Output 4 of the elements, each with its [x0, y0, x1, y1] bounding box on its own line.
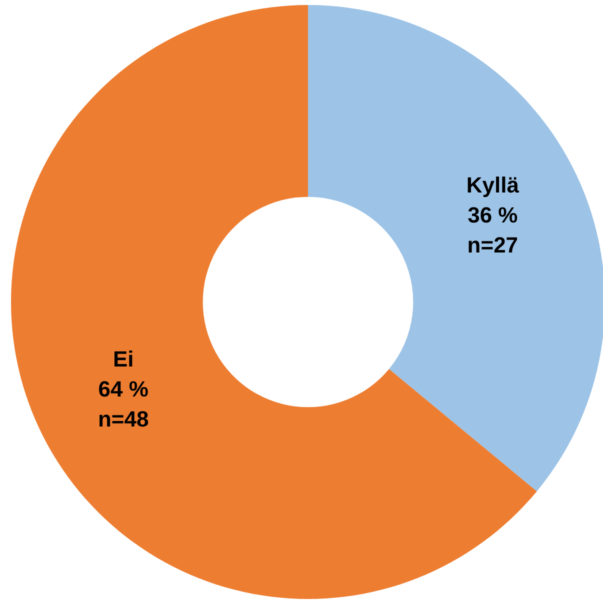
data-label: 36 % n=27 [467, 202, 518, 258]
data-label: 64 % n=48 [98, 376, 149, 432]
slice-label: Kyllä [466, 172, 520, 198]
slice-label: Ei [112, 346, 134, 372]
